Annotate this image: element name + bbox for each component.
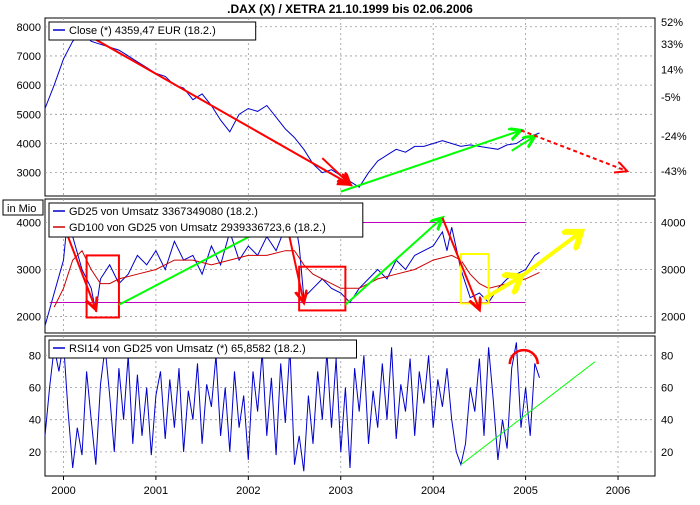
rsi-ytick-left: 80 xyxy=(29,350,41,362)
volume-ytick-right: 2000 xyxy=(661,312,685,324)
x-tick-label: 2003 xyxy=(329,485,353,497)
volume-annotation-arrow xyxy=(62,224,95,310)
rsi-ytick-right: 40 xyxy=(661,415,673,427)
volume-unit-box xyxy=(2,199,44,216)
volume-series-2-line xyxy=(53,249,540,308)
rsi-frame xyxy=(44,335,656,477)
volume-ytick-right: 3000 xyxy=(661,265,685,277)
volume-annotation-arrow xyxy=(482,277,521,301)
rsi-annotation-arc xyxy=(508,348,540,365)
volume-ytick-left: 2000 xyxy=(17,312,41,324)
rsi-ytick-left: 40 xyxy=(29,415,41,427)
price-ytick-right: -5% xyxy=(661,92,681,104)
volume-annotation-box xyxy=(85,254,120,319)
x-tick-label: 2005 xyxy=(513,485,537,497)
volume-annotation-arrow xyxy=(519,232,581,279)
panel-price: 3000 4000 5000 6000 7000 8000 52% 33% 14% -5% -24%… xyxy=(17,17,687,197)
volume-annotation-box xyxy=(298,265,347,312)
price-annotation-arrow xyxy=(90,36,350,184)
volume-legend-label: GD25 von Umsatz 3367349080 (18.2.) xyxy=(69,206,258,218)
x-axis: 2000 2001 2002 2003 2004 2005 2006 xyxy=(51,476,630,497)
price-ytick-right: 33% xyxy=(661,39,683,51)
price-annotation-arrow xyxy=(520,129,627,171)
panel-rsi: 20 40 60 80 20 40 60 80 RSI14 von GD25 von Umsat… xyxy=(29,335,673,477)
volume-legend xyxy=(48,202,364,238)
volume-ytick-left: 4000 xyxy=(17,218,41,230)
rsi-legend-label: RSI14 von GD25 von Umsatz (*) 65,8582 (1… xyxy=(69,343,306,355)
rsi-ytick-left: 60 xyxy=(29,382,41,394)
x-tick-label: 2006 xyxy=(606,485,630,497)
chart-title: .DAX (X) / XETRA 21.10.1999 bis 02.06.20… xyxy=(227,2,473,16)
volume-ytick-left: 3000 xyxy=(17,265,41,277)
price-ytick-right: 52% xyxy=(661,17,683,29)
price-annotation-arrow xyxy=(321,157,350,184)
x-tick-label: 2000 xyxy=(51,485,75,497)
x-tick-label: 2001 xyxy=(144,485,168,497)
rsi-ytick-right: 20 xyxy=(661,447,673,459)
price-ytick-left: 3000 xyxy=(17,168,41,180)
volume-ytick-right: 4000 xyxy=(661,218,685,230)
price-ytick-left: 8000 xyxy=(17,22,41,34)
price-ytick-left: 6000 xyxy=(17,80,41,92)
rsi-ytick-right: 60 xyxy=(661,382,673,394)
rsi-ytick-left: 20 xyxy=(29,447,41,459)
price-frame xyxy=(44,17,656,197)
panel-volume: 2000 3000 4000 2000 3000 4000 in Mio GD25 von U… xyxy=(2,198,685,334)
price-ytick-right: -43% xyxy=(661,166,687,178)
price-annotation-arrow xyxy=(511,136,535,152)
price-annotation-arrow xyxy=(340,130,521,193)
rsi-legend xyxy=(48,339,357,359)
x-tick-label: 2004 xyxy=(421,485,445,497)
x-tick-label: 2002 xyxy=(236,485,260,497)
volume-unit-label: in Mio xyxy=(7,203,36,215)
rsi-annotation-line xyxy=(460,361,596,466)
volume-frame xyxy=(44,198,656,334)
price-ytick-right: 14% xyxy=(661,64,683,76)
price-ytick-right: -24% xyxy=(661,131,687,143)
panels-layer: 3000 4000 5000 6000 7000 8000 52% 33% 14% -5% -24%… xyxy=(2,17,687,477)
volume-legend-label: GD100 von GD25 von Umsatz 2939336723,6 (… xyxy=(69,222,326,234)
volume-annotation-arrow xyxy=(441,217,479,310)
price-series-1-line xyxy=(44,31,540,188)
rsi-ytick-right: 80 xyxy=(661,350,673,362)
volume-annotation-arrow xyxy=(344,218,442,306)
rsi-series-1-line xyxy=(44,342,540,472)
price-ytick-left: 4000 xyxy=(17,138,41,150)
price-legend xyxy=(48,21,257,41)
price-ytick-left: 5000 xyxy=(17,109,41,121)
price-ytick-left: 7000 xyxy=(17,51,41,63)
price-legend-label: Close (*) 4359,47 EUR (18.2.) xyxy=(69,25,216,37)
